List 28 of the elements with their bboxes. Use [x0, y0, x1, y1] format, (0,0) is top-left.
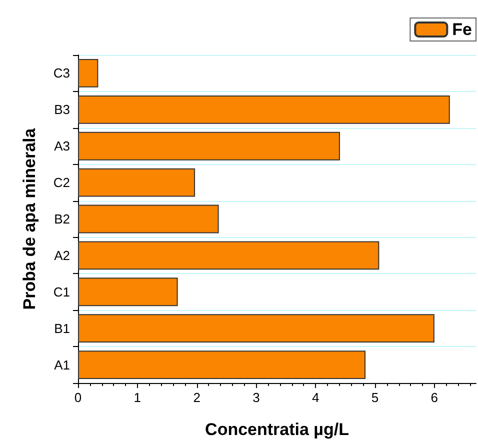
bar	[78, 241, 380, 270]
x-tick-label: 3	[252, 390, 260, 405]
x-tick-label: 6	[430, 390, 438, 405]
y-tick-label: C2	[53, 175, 70, 190]
bar	[78, 59, 98, 88]
y-axis-title: Proba de apa minerala	[20, 128, 39, 310]
legend-label: Fe	[452, 20, 472, 39]
x-tick-label: 4	[312, 390, 320, 405]
y-tick-label: B3	[54, 102, 70, 118]
x-tick-label: 0	[74, 390, 82, 405]
bar	[78, 132, 340, 160]
y-tick-label: B1	[54, 320, 70, 336]
bar	[78, 168, 196, 197]
x-axis-title: Concentratia µg/L	[205, 420, 349, 439]
bar	[78, 350, 366, 379]
bar	[78, 95, 450, 124]
x-tick-label: 5	[371, 390, 379, 405]
y-tick-label: B2	[54, 212, 70, 226]
y-tick-label: C1	[53, 284, 70, 300]
y-tick-label: A2	[54, 248, 70, 263]
bar	[78, 204, 219, 234]
x-tick-label: 1	[134, 390, 142, 405]
bar	[78, 278, 178, 306]
x-tick-label: 2	[193, 390, 200, 405]
y-tick-label: A1	[54, 357, 70, 372]
bar	[78, 314, 434, 343]
y-tick-label: A3	[54, 138, 70, 154]
y-tick-label: C3	[53, 66, 70, 81]
